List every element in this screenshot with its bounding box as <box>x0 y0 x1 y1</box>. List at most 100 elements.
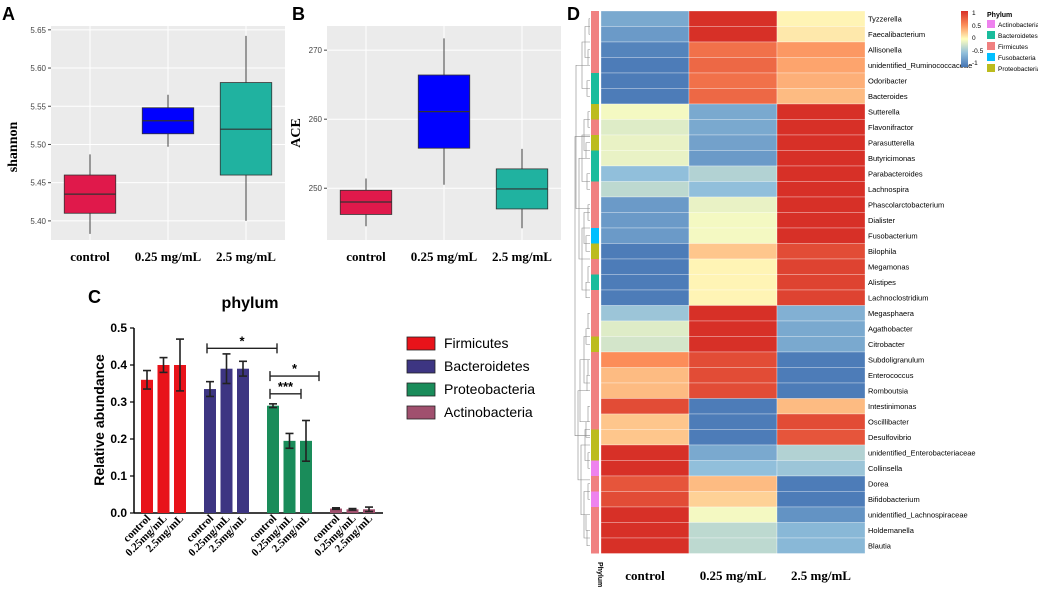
d-annot-cell <box>591 398 599 414</box>
d-dendro-branch <box>574 136 590 436</box>
panel-c-letter: C <box>88 287 101 307</box>
d-row-label: Megasphaera <box>868 309 915 318</box>
d-legend-label: Proteobacteria <box>998 66 1038 73</box>
d-cell <box>776 88 866 105</box>
c-legend-swatch-actinobacteria <box>406 405 436 420</box>
panel-b-yticks: 250 260 270 <box>309 46 327 193</box>
c-legend-swatch-firmicutes <box>406 336 436 351</box>
d-cell <box>600 398 690 415</box>
d-cell <box>600 336 690 353</box>
b-ytick-label: 270 <box>309 46 323 55</box>
d-scale-tick: 0.5 <box>972 23 981 30</box>
d-cell <box>688 522 778 539</box>
c-legend-label: Firmicutes <box>444 335 509 351</box>
d-cell <box>600 243 690 260</box>
c-bar-actinobacteria-0 <box>330 508 342 513</box>
d-cell <box>600 134 690 151</box>
d-annot-cell <box>591 538 599 554</box>
d-legend-label: Fusobacteria <box>998 55 1036 62</box>
d-cell <box>688 320 778 337</box>
d-cell <box>688 336 778 353</box>
panel-d-letter: D <box>567 4 580 24</box>
d-cell <box>776 336 866 353</box>
d-cell <box>776 10 866 27</box>
panel-a-letter: A <box>2 4 15 24</box>
d-cell <box>688 10 778 27</box>
panel-d-phylum-annotation <box>591 11 599 554</box>
c-sig-label: *** <box>278 379 294 394</box>
d-cell <box>776 26 866 43</box>
d-cell <box>688 88 778 105</box>
d-row-label: Alistipes <box>868 278 896 287</box>
d-cell <box>776 413 866 430</box>
d-dendro-branch <box>585 514 590 531</box>
panel-d-phylum-legend: Phylum Actinobacteria Bacteroidetes Firmicu… <box>987 12 1038 73</box>
c-ytick-label: 0.3 <box>110 395 127 409</box>
d-cell <box>688 413 778 430</box>
d-row-label: Lachnoclostridium <box>868 293 928 302</box>
panel-b-ylabel: ACE <box>289 118 304 148</box>
d-col-label-1: 0.25 mg/mL <box>700 568 767 583</box>
d-row-label: Citrobacter <box>868 340 905 349</box>
c-legend-label: Bacteroidetes <box>444 358 530 374</box>
d-cell <box>600 444 690 461</box>
panel-b-xlabels: control 0.25 mg/mL 2.5 mg/mL <box>346 249 552 264</box>
d-cell <box>600 382 690 399</box>
d-annot-cell <box>591 476 599 492</box>
d-cell <box>776 181 866 198</box>
c-bar-proteobacteria-1 <box>283 440 296 513</box>
panel-b-boxes <box>339 38 549 229</box>
panel-c-ylabel: Relative abundance <box>91 354 107 486</box>
d-row-label: Bifidobacterium <box>868 495 920 504</box>
d-cell <box>776 227 866 244</box>
d-legend-label: Actinobacteria <box>998 22 1038 29</box>
d-annot-cell <box>591 135 599 151</box>
d-row-label: Flavonifractor <box>868 123 914 132</box>
b-ytick-label: 260 <box>309 115 323 124</box>
d-cell <box>600 26 690 43</box>
d-row-label: Bilophila <box>868 247 897 256</box>
panel-a-ylabel: shannon <box>6 121 21 172</box>
d-cell <box>776 243 866 260</box>
d-cell <box>776 150 866 167</box>
c-bar-bacteroidetes-1 <box>220 368 233 513</box>
d-cell <box>600 150 690 167</box>
d-cell <box>688 150 778 167</box>
d-cell <box>688 41 778 58</box>
d-annot-cell <box>591 150 599 166</box>
b-xlabel-1: 0.25 mg/mL <box>411 249 478 264</box>
d-cell <box>688 429 778 446</box>
d-cell <box>688 305 778 322</box>
d-cell <box>776 103 866 120</box>
d-annot-cell <box>591 119 599 135</box>
d-row-label: unidentified_Enterobacteriaceae <box>868 448 976 457</box>
c-sig-label: * <box>239 333 245 348</box>
d-scale-tick: 1 <box>972 10 976 17</box>
d-cell <box>688 103 778 120</box>
a-ytick-label: 5.55 <box>30 102 46 111</box>
b-ytick-label: 250 <box>309 184 323 193</box>
d-dendro-branch <box>575 64 590 209</box>
d-cell <box>776 351 866 368</box>
d-legend-swatch <box>987 53 995 61</box>
d-row-label: unidentified_Ruminococcaceae <box>868 61 972 70</box>
d-cell <box>776 320 866 337</box>
d-row-label: Tyzzerella <box>868 14 903 23</box>
c-bar-bacteroidetes-0 <box>204 389 216 513</box>
d-cell <box>776 258 866 275</box>
d-cell <box>600 57 690 74</box>
d-cell <box>776 367 866 384</box>
panel-c-yticks: 0.0 0.1 0.2 0.3 0.4 0.5 <box>110 321 134 520</box>
d-cell <box>688 289 778 306</box>
d-row-label: Enterococcus <box>868 371 914 380</box>
c-bar-firmicutes-1 <box>157 365 170 513</box>
d-row-label: Bacteroides <box>868 92 908 101</box>
c-legend-label: Proteobacteria <box>444 381 535 397</box>
c-bar-proteobacteria-2 <box>300 440 312 513</box>
d-annot-cell <box>591 491 599 507</box>
d-annot-cell <box>591 26 599 42</box>
d-annot-cell <box>591 305 599 321</box>
d-annot-cell <box>591 57 599 73</box>
d-cell <box>600 305 690 322</box>
